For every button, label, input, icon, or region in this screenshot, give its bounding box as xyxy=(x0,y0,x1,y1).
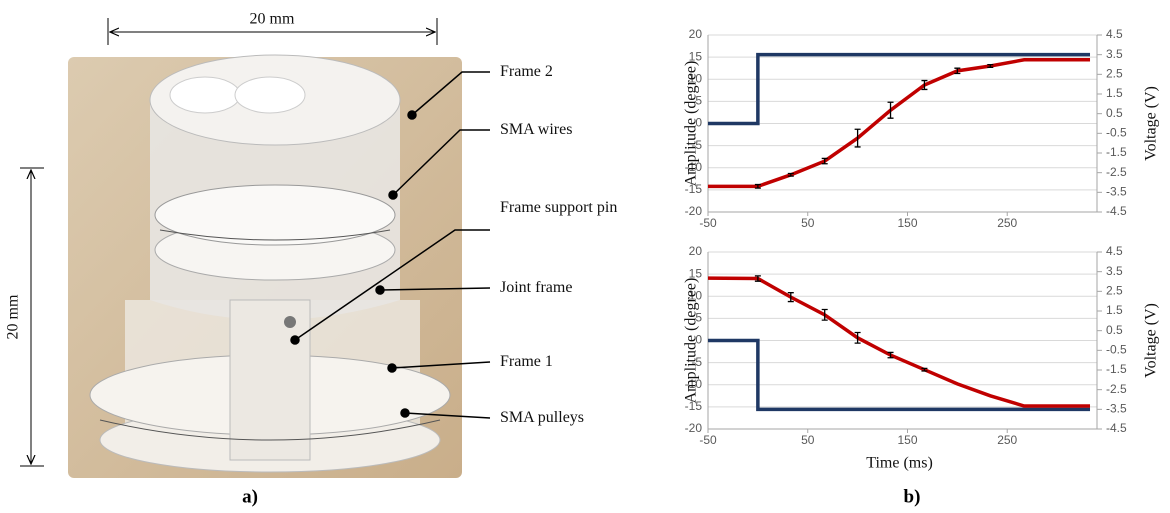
y2-tick-label: 2.5 xyxy=(1106,284,1123,298)
y2-axis-title: Voltage (V) xyxy=(1143,303,1160,378)
page: 20 mm 20 mm a) b) 20151050-5-10-15-204.5… xyxy=(0,0,1170,513)
y2-tick-label: 4.5 xyxy=(1106,244,1123,258)
series-line xyxy=(708,341,1090,410)
x-tick-label: -50 xyxy=(699,433,717,447)
callout: Frame 1 xyxy=(500,351,553,373)
y2-tick-label: -4.5 xyxy=(1106,421,1127,435)
panel-label: b) xyxy=(904,486,921,507)
series-line xyxy=(708,278,1090,406)
y-tick-label: 20 xyxy=(689,244,703,258)
y2-tick-label: 0.5 xyxy=(1106,323,1123,337)
y2-tick-label: 4.5 xyxy=(1106,27,1123,41)
y-axis-title: Amplitude (degree) xyxy=(683,278,700,404)
dimension-label: 20 mm xyxy=(5,294,22,339)
y2-tick-label: -3.5 xyxy=(1106,185,1127,199)
callout: Frame 2 xyxy=(500,61,553,83)
y2-tick-label: 1.5 xyxy=(1106,86,1123,100)
callout: SMA pulleys xyxy=(500,407,584,429)
x-tick-label: 50 xyxy=(801,216,815,230)
x-tick-label: 250 xyxy=(997,433,1017,447)
x-axis-title: Time (ms) xyxy=(866,455,933,472)
y2-tick-label: 2.5 xyxy=(1106,67,1123,81)
x-tick-label: 150 xyxy=(897,216,917,230)
y2-tick-label: -0.5 xyxy=(1106,343,1127,357)
x-tick-label: 50 xyxy=(801,433,815,447)
y2-tick-label: 3.5 xyxy=(1106,47,1123,61)
y2-tick-label: -2.5 xyxy=(1106,165,1127,179)
callout: SMA wires xyxy=(500,119,572,141)
y-tick-label: 20 xyxy=(689,27,703,41)
x-tick-label: -50 xyxy=(699,216,717,230)
series-line xyxy=(708,55,1090,124)
callout: Joint frame xyxy=(500,277,572,299)
y2-tick-label: -2.5 xyxy=(1106,382,1127,396)
y2-tick-label: -3.5 xyxy=(1106,402,1127,416)
y2-tick-label: -0.5 xyxy=(1106,126,1127,140)
y2-tick-label: 0.5 xyxy=(1106,106,1123,120)
y2-tick-label: -1.5 xyxy=(1106,145,1127,159)
y-axis-title: Amplitude (degree) xyxy=(683,61,700,187)
x-tick-label: 250 xyxy=(997,216,1017,230)
y2-axis-title: Voltage (V) xyxy=(1143,86,1160,161)
figure: 20 mm 20 mm a) b) 20151050-5-10-15-204.5… xyxy=(0,0,1170,513)
panel-label: a) xyxy=(242,486,258,507)
dimension-label: 20 mm xyxy=(250,11,295,28)
y2-tick-label: 3.5 xyxy=(1106,264,1123,278)
y2-tick-label: -1.5 xyxy=(1106,362,1127,376)
y2-tick-label: -4.5 xyxy=(1106,204,1127,218)
x-tick-label: 150 xyxy=(897,433,917,447)
y2-tick-label: 1.5 xyxy=(1106,303,1123,317)
callout: Frame support pin xyxy=(500,197,620,219)
